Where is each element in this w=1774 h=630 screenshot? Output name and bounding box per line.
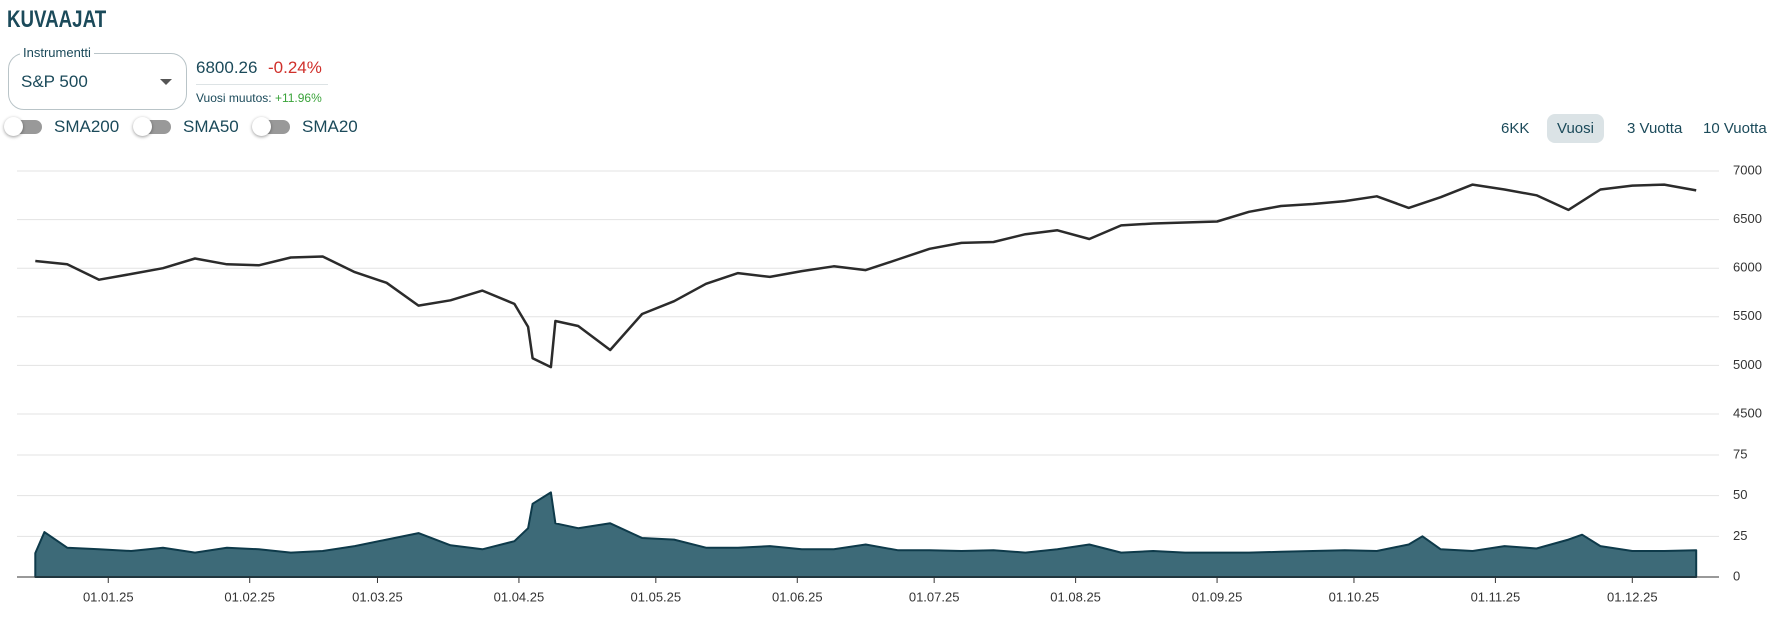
instrument-select[interactable] [8, 53, 187, 110]
range-button[interactable]: 3 Vuotta [1627, 120, 1683, 137]
price-line [35, 183, 1697, 369]
x-tick-label: 01.11.25 [1471, 589, 1521, 604]
switch[interactable] [252, 117, 290, 136]
switch-knob [252, 117, 271, 136]
switch-knob [133, 117, 152, 136]
x-tick-label: 01.07.25 [909, 589, 960, 604]
range-button[interactable]: 10 Vuotta [1703, 120, 1767, 137]
toggle-label: SMA20 [302, 117, 358, 136]
y-tick-label: 5000 [1733, 357, 1762, 372]
separator [196, 84, 328, 85]
yearly-label: Vuosi muutos: [196, 91, 272, 105]
y-tick-label: 4500 [1733, 405, 1762, 420]
x-tick-label: 01.12.25 [1607, 589, 1658, 604]
price-change: -0.24% [268, 58, 322, 77]
select-label: Instrumentti [20, 45, 94, 60]
y-tick-label: 50 [1733, 487, 1747, 502]
x-tick-label: 01.06.25 [772, 589, 823, 604]
sma-toggle[interactable]: SMA20 [252, 117, 358, 137]
y-tick-label: 7000 [1733, 162, 1762, 177]
yearly-change: Vuosi muutos: +11.96% [196, 91, 322, 105]
sma-toggle[interactable]: SMA200 [4, 117, 120, 137]
sma-toggle[interactable]: SMA50 [133, 117, 239, 137]
select-value: S&P 500 [21, 72, 88, 91]
x-tick-label: 01.10.25 [1329, 589, 1380, 604]
x-tick-label: 01.09.25 [1192, 589, 1243, 604]
y-tick-label: 6500 [1733, 211, 1762, 226]
y-tick-label: 25 [1733, 528, 1747, 543]
range-button[interactable]: 6KK [1501, 120, 1530, 137]
x-tick-label: 01.05.25 [631, 589, 682, 604]
toggle-label: SMA200 [54, 117, 120, 136]
yearly-value: +11.96% [274, 91, 322, 105]
price: 6800.26 [196, 58, 258, 77]
y-tick-label: 0 [1733, 568, 1740, 583]
x-tick-label: 01.03.25 [352, 589, 403, 604]
dropdown-arrow [160, 79, 172, 85]
y-tick-label: 6000 [1733, 260, 1762, 275]
x-tick-label: 01.01.25 [83, 589, 134, 604]
y-tick-label: 75 [1733, 446, 1747, 461]
x-tick-label: 01.02.25 [224, 589, 275, 604]
x-tick-label: 01.08.25 [1050, 589, 1101, 604]
range-button[interactable]: Vuosi [1547, 114, 1604, 143]
x-tick-label: 01.04.25 [494, 589, 545, 604]
y-tick-label: 5500 [1733, 308, 1762, 323]
switch[interactable] [133, 117, 171, 136]
switch[interactable] [4, 117, 42, 136]
switch-knob [4, 117, 23, 136]
toggle-label: SMA50 [183, 117, 239, 136]
vix-area [34, 491, 1698, 578]
page-title: KUVAAJAT [7, 6, 107, 33]
